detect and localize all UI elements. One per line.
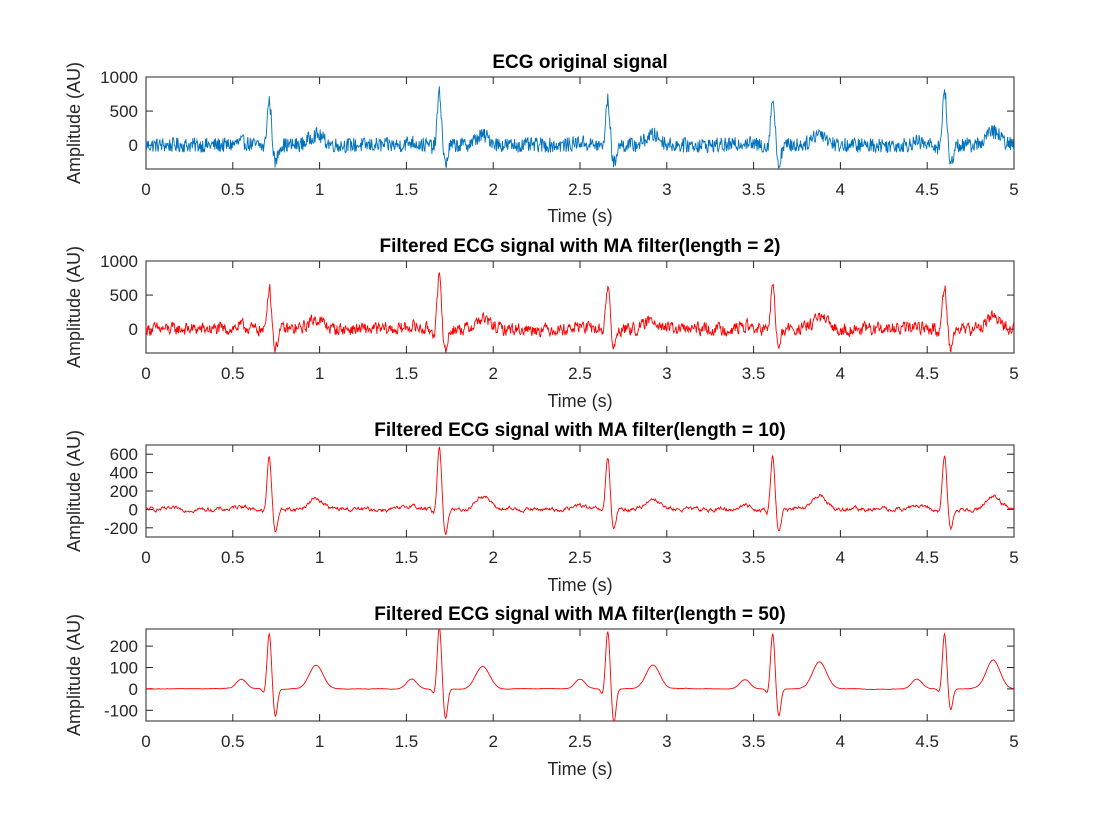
x-tick-label: 5: [1009, 548, 1018, 567]
x-tick-label: 3: [662, 548, 671, 567]
x-tick-label: 4: [836, 732, 845, 751]
x-tick-label: 3: [662, 364, 671, 383]
x-tick-label: 3: [662, 180, 671, 199]
y-tick-label: 200: [110, 637, 138, 656]
x-tick-label: 1.5: [395, 732, 419, 751]
y-axis-label: Amplitude (AU): [64, 62, 84, 184]
y-tick-label: 500: [110, 102, 138, 121]
x-tick-label: 5: [1009, 180, 1018, 199]
x-tick-label: 0.5: [221, 732, 245, 751]
x-ticks: 0 0.5 1 1.5 2 2.5 3 3.5 4 4.5 5: [141, 445, 1019, 567]
signal-line: [145, 446, 1015, 535]
panel-ma-length-2: Filtered ECG signal with MA filter(lengt…: [64, 236, 1019, 411]
x-tick-label: 0.5: [221, 548, 245, 567]
y-ticks: -100 0 100 200: [104, 637, 1014, 720]
x-tick-label: 2.5: [568, 364, 592, 383]
x-axis-label: Time (s): [547, 206, 612, 226]
x-tick-label: 1.5: [395, 364, 419, 383]
y-tick-label: 0: [129, 136, 138, 155]
x-tick-label: 4.5: [915, 732, 939, 751]
x-tick-label: 2.5: [568, 180, 592, 199]
y-tick-label: -100: [104, 701, 138, 720]
x-tick-label: 3.5: [742, 548, 766, 567]
x-tick-label: 2: [488, 364, 497, 383]
signal-line: [145, 271, 1015, 354]
plot-area: [145, 444, 1015, 538]
x-tick-label: 2: [488, 732, 497, 751]
panel-ma-length-50: Filtered ECG signal with MA filter(lengt…: [64, 604, 1019, 779]
x-tick-label: 4: [836, 364, 845, 383]
x-tick-label: 3.5: [742, 180, 766, 199]
y-tick-label: 400: [110, 464, 138, 483]
x-tick-label: 0: [141, 732, 150, 751]
x-tick-label: 4.5: [915, 364, 939, 383]
y-tick-label: 500: [110, 286, 138, 305]
signal-line: [145, 86, 1015, 170]
y-tick-label: 0: [129, 320, 138, 339]
x-tick-label: 4: [836, 548, 845, 567]
x-ticks: 0 0.5 1 1.5 2 2.5 3 3.5 4 4.5 5: [141, 261, 1019, 383]
x-tick-label: 3.5: [742, 732, 766, 751]
plot-title: ECG original signal: [492, 52, 667, 73]
x-tick-label: 3.5: [742, 364, 766, 383]
x-tick-label: 0: [141, 180, 150, 199]
y-tick-label: 1000: [100, 68, 138, 87]
x-tick-label: 2: [488, 548, 497, 567]
x-tick-label: 5: [1009, 732, 1018, 751]
x-axis-label: Time (s): [547, 575, 612, 595]
x-tick-label: 1: [315, 548, 324, 567]
x-tick-label: 1: [315, 180, 324, 199]
x-axis-label: Time (s): [547, 759, 612, 779]
x-tick-label: 0.5: [221, 364, 245, 383]
x-tick-label: 1.5: [395, 548, 419, 567]
x-tick-label: 2: [488, 180, 497, 199]
y-ticks: 0 500 1000: [100, 252, 1014, 339]
x-tick-label: 2.5: [568, 732, 592, 751]
y-axis-label: Amplitude (AU): [64, 614, 84, 736]
x-tick-label: 1.5: [395, 180, 419, 199]
plot-area: [145, 76, 1015, 170]
plot-title: Filtered ECG signal with MA filter(lengt…: [374, 604, 786, 625]
y-tick-label: 600: [110, 445, 138, 464]
y-tick-label: 0: [129, 680, 138, 699]
panel-original: ECG original signal Time (s) Amplitude (…: [64, 52, 1019, 226]
x-tick-label: 0: [141, 364, 150, 383]
plot-area: [145, 260, 1015, 354]
y-tick-label: 100: [110, 659, 138, 678]
y-tick-label: 0: [129, 500, 138, 519]
x-tick-label: 3: [662, 732, 671, 751]
x-tick-label: 0: [141, 548, 150, 567]
y-axis-label: Amplitude (AU): [64, 430, 84, 552]
y-tick-label: -200: [104, 519, 138, 538]
y-tick-label: 200: [110, 482, 138, 501]
x-tick-label: 5: [1009, 364, 1018, 383]
x-tick-label: 1: [315, 732, 324, 751]
x-tick-label: 4.5: [915, 180, 939, 199]
signal-line: [145, 628, 1014, 722]
x-tick-label: 0.5: [221, 180, 245, 199]
plot-title: Filtered ECG signal with MA filter(lengt…: [380, 236, 781, 257]
x-axis-label: Time (s): [547, 391, 612, 411]
plot-title: Filtered ECG signal with MA filter(lengt…: [374, 420, 786, 441]
x-ticks: 0 0.5 1 1.5 2 2.5 3 3.5 4 4.5 5: [141, 77, 1019, 199]
x-ticks: 0 0.5 1 1.5 2 2.5 3 3.5 4 4.5 5: [141, 629, 1019, 751]
x-tick-label: 4.5: [915, 548, 939, 567]
x-tick-label: 1: [315, 364, 324, 383]
y-tick-label: 1000: [100, 252, 138, 271]
y-ticks: 0 500 1000: [100, 68, 1014, 155]
x-tick-label: 2.5: [568, 548, 592, 567]
plot-area: [145, 628, 1015, 722]
panel-ma-length-10: Filtered ECG signal with MA filter(lengt…: [64, 420, 1019, 595]
y-axis-label: Amplitude (AU): [64, 246, 84, 368]
x-tick-label: 4: [836, 180, 845, 199]
